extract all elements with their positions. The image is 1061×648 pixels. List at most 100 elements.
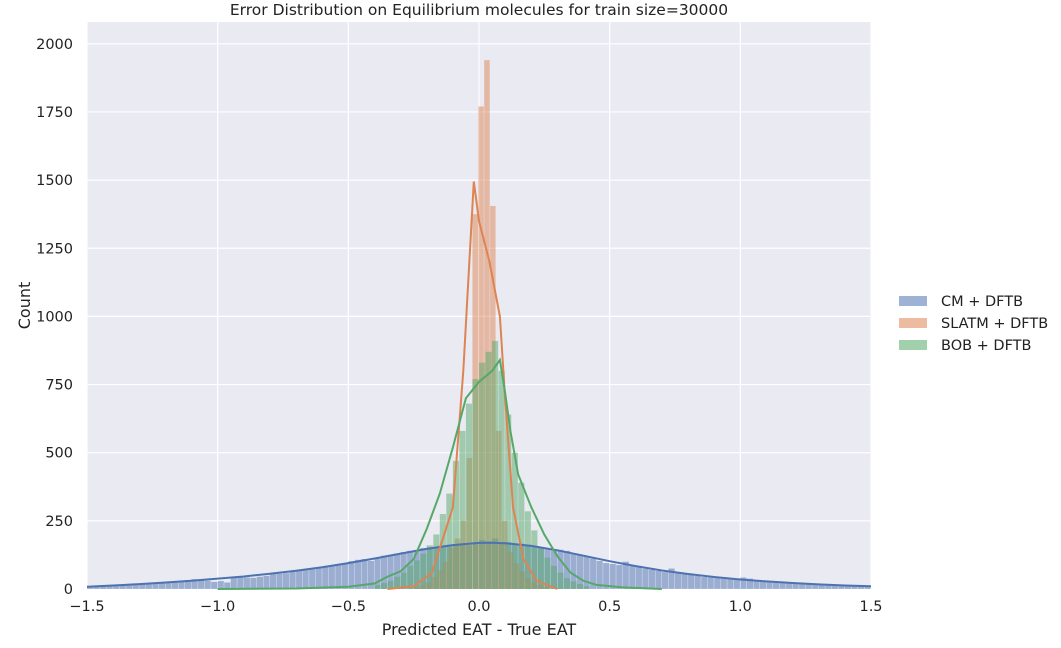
histogram-bar xyxy=(426,545,433,589)
histogram-bar xyxy=(844,585,851,589)
histogram-bar xyxy=(563,578,571,589)
histogram-bar xyxy=(838,585,845,589)
histogram-bar xyxy=(394,553,401,589)
histogram-bar xyxy=(688,574,695,589)
x-tick-label: 1.0 xyxy=(729,599,752,615)
histogram-bar xyxy=(361,559,368,589)
histogram-bar xyxy=(335,563,342,589)
histogram-bar xyxy=(296,571,303,589)
histogram-bar xyxy=(171,581,179,589)
histogram-bar xyxy=(394,576,401,589)
histogram-bar xyxy=(93,586,100,589)
y-tick-label: 250 xyxy=(45,514,73,530)
histogram-bar xyxy=(119,584,126,589)
histogram-bar xyxy=(348,561,355,589)
histogram-bar xyxy=(740,577,747,589)
histogram-bar xyxy=(609,563,616,589)
histogram-bar xyxy=(714,578,721,589)
histogram-bar xyxy=(87,586,94,589)
y-tick-label: 1250 xyxy=(36,241,73,257)
histogram-bar xyxy=(720,578,727,589)
legend-label: BOB + DFTB xyxy=(941,338,1031,354)
histogram-bar xyxy=(322,566,329,589)
histogram-bar xyxy=(570,553,577,589)
histogram-bar xyxy=(635,567,642,589)
histogram-bar xyxy=(799,583,806,589)
histogram-bar xyxy=(478,106,484,589)
histogram-bar xyxy=(701,577,708,589)
histogram-bar xyxy=(387,554,394,589)
histogram-bar xyxy=(439,514,446,589)
histogram-bar xyxy=(524,511,531,589)
y-tick-label: 0 xyxy=(64,582,73,598)
histogram-bar xyxy=(655,571,662,589)
histogram-bar xyxy=(779,583,786,589)
histogram-bar xyxy=(420,553,427,589)
histogram-bar xyxy=(531,530,538,589)
histogram-bar xyxy=(694,575,701,589)
histogram-bar xyxy=(263,575,270,589)
histogram-bar xyxy=(113,585,120,589)
histogram-bar xyxy=(727,579,734,589)
y-tick-label: 750 xyxy=(45,378,73,394)
histogram-bar xyxy=(831,585,838,589)
histogram-bar xyxy=(864,586,871,589)
histogram-bar xyxy=(132,584,139,589)
histogram-bar xyxy=(479,362,486,589)
histogram-bar xyxy=(707,577,714,589)
histogram-bar xyxy=(145,583,152,589)
histogram-bar xyxy=(766,581,773,589)
histogram-bar xyxy=(158,583,165,589)
histogram-bar xyxy=(315,568,322,589)
histogram-bar xyxy=(583,586,590,589)
histogram-bar xyxy=(309,569,316,589)
histogram-bar xyxy=(106,585,113,589)
histogram-bar xyxy=(126,584,133,589)
histogram-bar xyxy=(557,572,564,589)
legend-label: CM + DFTB xyxy=(941,294,1023,310)
histogram-bar xyxy=(792,583,799,589)
histogram-bar xyxy=(583,556,590,589)
histogram-bar xyxy=(400,572,407,589)
histogram-bar xyxy=(204,580,211,589)
y-axis-label: Count xyxy=(15,282,34,330)
y-tick-label: 1000 xyxy=(36,309,73,325)
histogram-bar xyxy=(753,580,760,589)
legend-swatch xyxy=(899,340,927,350)
histogram-bar xyxy=(400,552,407,589)
histogram-bar xyxy=(459,430,466,589)
histogram-bar xyxy=(518,482,525,589)
histogram-bar xyxy=(407,565,414,589)
histogram-bar xyxy=(857,586,865,589)
histogram-bar xyxy=(818,584,825,589)
histogram-bar xyxy=(446,493,453,589)
histogram-bar xyxy=(211,581,218,589)
histogram-bar xyxy=(648,569,655,589)
histogram-bar xyxy=(825,585,832,589)
y-tick-label: 1500 xyxy=(36,173,73,189)
legend-swatch xyxy=(899,296,927,306)
legend-label: SLATM + DFTB xyxy=(941,316,1048,332)
histogram-bars xyxy=(87,60,871,590)
histogram-bar xyxy=(577,584,584,589)
kde-curves xyxy=(86,181,872,590)
histogram-bar xyxy=(498,370,505,589)
histogram-bar xyxy=(465,403,473,589)
histogram-bar xyxy=(224,582,231,589)
histogram-bar xyxy=(505,414,512,589)
histogram-bar xyxy=(622,561,629,589)
histogram-bar xyxy=(217,581,224,589)
histogram-bar xyxy=(746,578,753,589)
histogram-bar xyxy=(544,557,551,589)
histogram-bar xyxy=(374,557,381,589)
histogram-bar xyxy=(452,460,459,589)
x-tick-label: 1.5 xyxy=(859,599,882,615)
histogram-bar xyxy=(642,568,649,589)
y-tick-label: 1750 xyxy=(36,105,73,121)
histogram-bar xyxy=(178,580,185,589)
histogram-bar xyxy=(256,576,263,589)
histogram-bar xyxy=(773,582,780,589)
y-tick-label: 2000 xyxy=(36,37,73,53)
histogram-bar xyxy=(661,572,669,589)
